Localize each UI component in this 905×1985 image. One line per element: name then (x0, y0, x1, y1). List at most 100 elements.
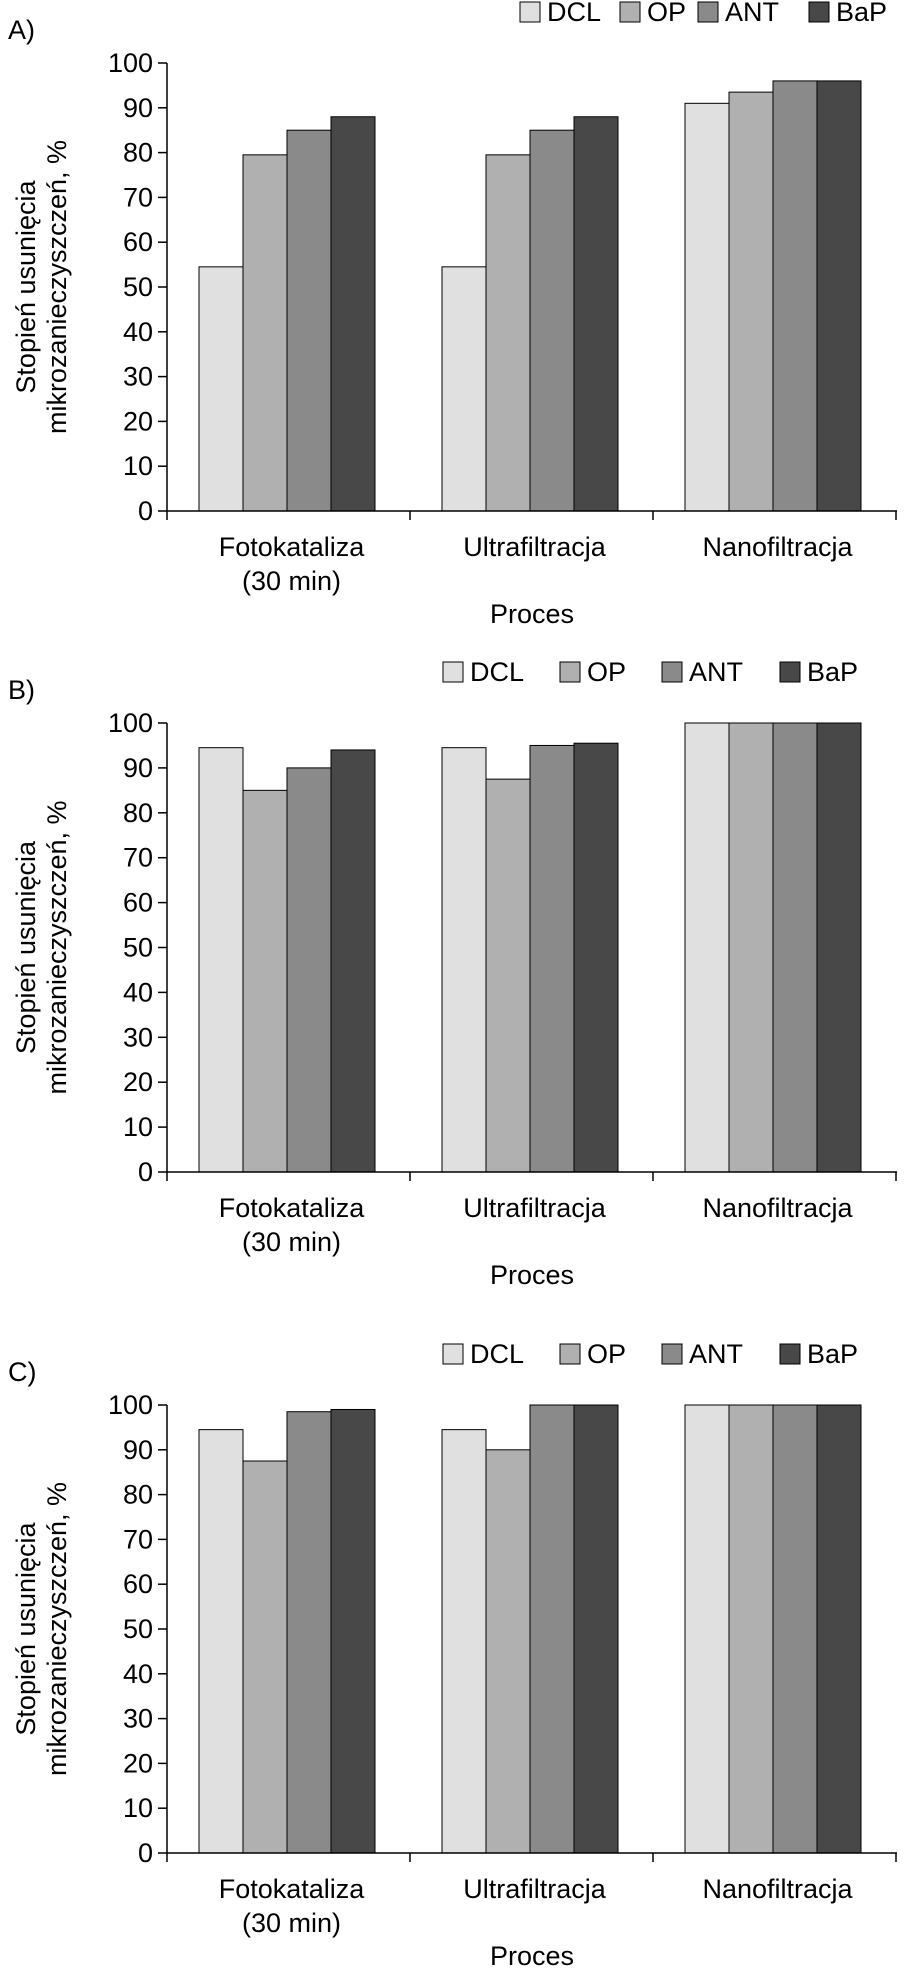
chart-panel-c: C) Stopień usunięcia mikrozanieczyszczeń, … (8, 1339, 897, 1971)
legend-label-dcl: DCL (470, 1339, 524, 1369)
bar-bap-2 (816, 722, 862, 1173)
legend-swatch-op (559, 1343, 581, 1365)
bar-dcl-0 (198, 266, 244, 512)
y-axis-title-line2: mikrozanieczyszczeń, % (42, 140, 72, 434)
y-axis-title-line2: mikrozanieczyszczeń, % (42, 1482, 72, 1776)
category-label-1: Ultrafiltracja (463, 532, 607, 562)
y-tick-label: 70 (123, 843, 153, 873)
panel-label: C) (8, 1357, 37, 1387)
bar-bap-0 (330, 1408, 376, 1854)
bar-dcl-2 (684, 722, 730, 1173)
bar-ant-0 (286, 129, 332, 512)
bar-ant-2 (772, 1404, 818, 1854)
bar-op-1 (485, 778, 531, 1173)
bar-ant-0 (286, 767, 332, 1173)
bar-bap-1 (573, 742, 619, 1173)
legend-swatch-dcl (519, 1, 541, 23)
x-axis-title: Proces (490, 599, 574, 629)
y-tick-label: 80 (123, 798, 153, 828)
legend-swatch-dcl (442, 1343, 464, 1365)
bar-bap-1 (573, 116, 619, 512)
panel-label: B) (8, 675, 35, 705)
category-label-1: Ultrafiltracja (463, 1874, 607, 1904)
category-label-2: Nanofiltracja (702, 1193, 853, 1223)
x-axis-title: Proces (490, 1260, 574, 1290)
y-tick-label: 100 (108, 48, 153, 78)
category-label-0: (30 min) (242, 1908, 341, 1938)
bar-dcl-1 (441, 1429, 487, 1854)
bar-ant-1 (529, 744, 575, 1173)
legend-swatch-op (559, 661, 581, 683)
y-tick-label: 100 (108, 708, 153, 738)
y-tick-label: 60 (123, 1569, 153, 1599)
bar-ant-0 (286, 1411, 332, 1854)
y-tick-label: 20 (123, 1748, 153, 1778)
legend-label-op: OP (587, 1339, 626, 1369)
panel-label: A) (8, 15, 35, 45)
y-tick-label: 10 (123, 451, 153, 481)
legend-label-ant: ANT (725, 0, 779, 27)
y-tick-label: 70 (123, 1524, 153, 1554)
y-tick-label: 10 (123, 1112, 153, 1142)
legend-swatch-bap (808, 1, 830, 23)
bar-bap-2 (816, 1404, 862, 1854)
bar-dcl-2 (684, 102, 730, 512)
bar-ant-1 (529, 129, 575, 512)
y-tick-label: 60 (123, 227, 153, 257)
category-label-0: (30 min) (242, 1227, 341, 1257)
legend-label-ant: ANT (689, 1339, 743, 1369)
legend-swatch-dcl (442, 661, 464, 683)
y-tick-label: 100 (108, 1390, 153, 1420)
bar-ant-1 (529, 1404, 575, 1854)
y-tick-label: 30 (123, 362, 153, 392)
legend-label-bap: BaP (807, 1339, 858, 1369)
chart-panel-a: A) Stopień usunięcia mikrozanieczyszczeń, … (8, 0, 897, 629)
bar-bap-2 (816, 80, 862, 512)
bar-dcl-1 (441, 747, 487, 1173)
category-label-2: Nanofiltracja (702, 1874, 853, 1904)
legend-swatch-bap (779, 1343, 801, 1365)
bar-op-0 (242, 1460, 288, 1854)
y-tick-label: 40 (123, 1659, 153, 1689)
category-label-0: Fotokataliza (219, 1193, 366, 1223)
y-axis-title-line1: Stopień usunięcia (11, 840, 41, 1054)
bar-dcl-0 (198, 747, 244, 1173)
bar-dcl-0 (198, 1429, 244, 1854)
y-tick-label: 80 (123, 1480, 153, 1510)
y-tick-label: 30 (123, 1022, 153, 1052)
legend-swatch-op (619, 1, 641, 23)
y-tick-label: 10 (123, 1793, 153, 1823)
x-axis-title: Proces (490, 1941, 574, 1971)
y-axis-title-line1: Stopień usunięcia (11, 1521, 41, 1735)
category-label-0: Fotokataliza (219, 532, 366, 562)
y-tick-label: 50 (123, 933, 153, 963)
legend-label-dcl: DCL (470, 657, 524, 687)
legend-label-bap: BaP (807, 657, 858, 687)
legend-swatch-ant (661, 661, 683, 683)
y-axis-title-line1: Stopień usunięcia (11, 179, 41, 393)
category-label-0: (30 min) (242, 566, 341, 596)
y-tick-label: 40 (123, 977, 153, 1007)
y-tick-label: 70 (123, 182, 153, 212)
bar-dcl-2 (684, 1404, 730, 1854)
bar-op-2 (728, 722, 774, 1173)
category-label-0: Fotokataliza (219, 1874, 366, 1904)
y-tick-label: 60 (123, 888, 153, 918)
y-tick-label: 90 (123, 753, 153, 783)
y-tick-label: 20 (123, 1067, 153, 1097)
y-axis-title-line2: mikrozanieczyszczeń, % (42, 800, 72, 1094)
bar-op-1 (485, 154, 531, 512)
y-tick-label: 80 (123, 138, 153, 168)
y-tick-label: 90 (123, 93, 153, 123)
bar-op-0 (242, 789, 288, 1173)
legend-swatch-ant (661, 1343, 683, 1365)
bar-op-2 (728, 91, 774, 512)
y-tick-label: 50 (123, 272, 153, 302)
y-tick-label: 30 (123, 1704, 153, 1734)
legend-swatch-ant (697, 1, 719, 23)
bar-bap-1 (573, 1404, 619, 1854)
category-label-2: Nanofiltracja (702, 532, 853, 562)
y-tick-label: 20 (123, 406, 153, 436)
y-tick-label: 0 (138, 496, 153, 526)
